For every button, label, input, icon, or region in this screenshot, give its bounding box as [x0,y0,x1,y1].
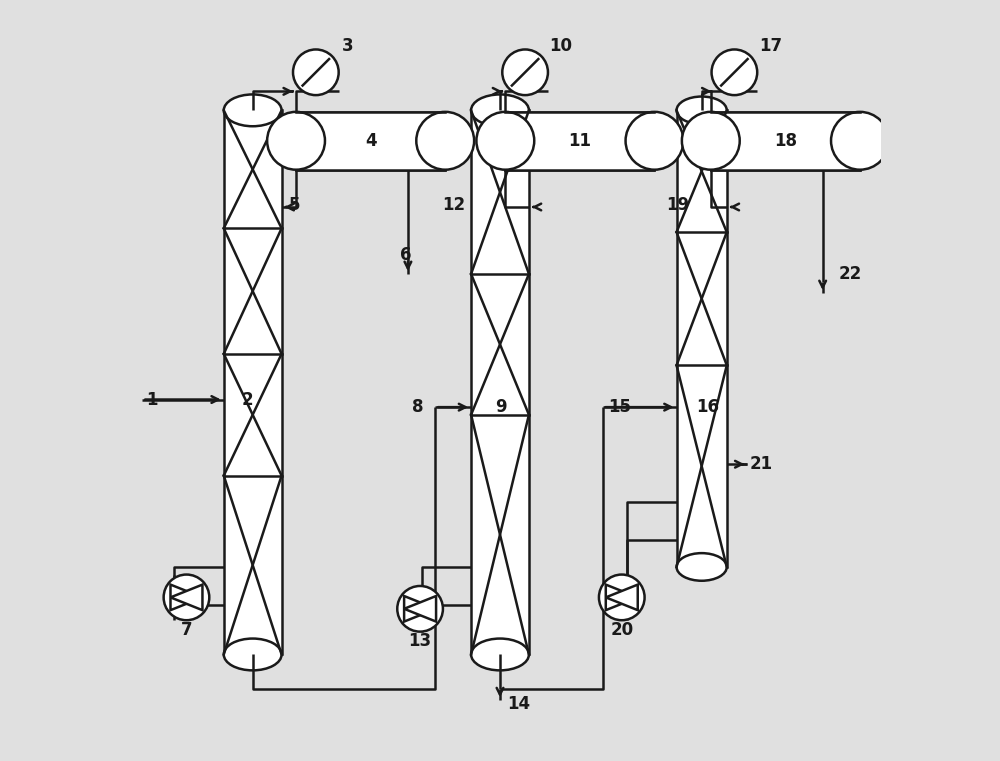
Text: 6: 6 [400,246,411,264]
Text: 20: 20 [610,621,633,639]
Ellipse shape [224,94,282,126]
Bar [296,112,445,170]
Ellipse shape [476,112,534,170]
Bar [505,112,654,170]
Circle shape [397,586,443,632]
Text: 7: 7 [181,621,192,639]
Text: 21: 21 [750,455,773,473]
Text: 11: 11 [568,132,591,150]
Circle shape [599,575,645,620]
Text: 4: 4 [365,132,376,150]
Text: 14: 14 [508,695,531,713]
Ellipse shape [682,112,740,170]
Ellipse shape [224,638,282,670]
Polygon shape [606,584,638,610]
Text: 15: 15 [608,398,631,416]
Circle shape [712,49,757,95]
Text: 17: 17 [759,37,782,55]
Ellipse shape [677,553,727,581]
Text: 22: 22 [839,265,862,283]
Text: 16: 16 [696,398,719,416]
Bar [677,110,727,567]
Text: 3: 3 [342,37,353,55]
Ellipse shape [471,94,529,126]
Bar [296,112,445,170]
Bar [505,112,654,170]
Ellipse shape [416,112,474,170]
Text: 8: 8 [412,398,424,416]
Ellipse shape [471,638,529,670]
Bar [471,110,529,654]
Circle shape [502,49,548,95]
Circle shape [293,49,339,95]
Polygon shape [404,596,436,622]
Text: 19: 19 [666,196,689,215]
Bar [224,110,282,654]
Ellipse shape [831,112,889,170]
Text: 12: 12 [443,196,466,215]
Text: 1: 1 [146,390,158,409]
Ellipse shape [677,97,727,124]
Text: 5: 5 [288,196,300,215]
Bar [711,112,860,170]
Polygon shape [170,584,202,610]
Text: 10: 10 [549,37,572,55]
Text: 13: 13 [409,632,432,650]
Circle shape [164,575,209,620]
Polygon shape [606,584,638,610]
Text: 18: 18 [774,132,797,150]
Text: 9: 9 [495,398,506,416]
Polygon shape [170,584,202,610]
Bar [711,112,860,170]
Text: 2: 2 [242,390,253,409]
Ellipse shape [267,112,325,170]
Polygon shape [404,596,436,622]
Ellipse shape [626,112,683,170]
